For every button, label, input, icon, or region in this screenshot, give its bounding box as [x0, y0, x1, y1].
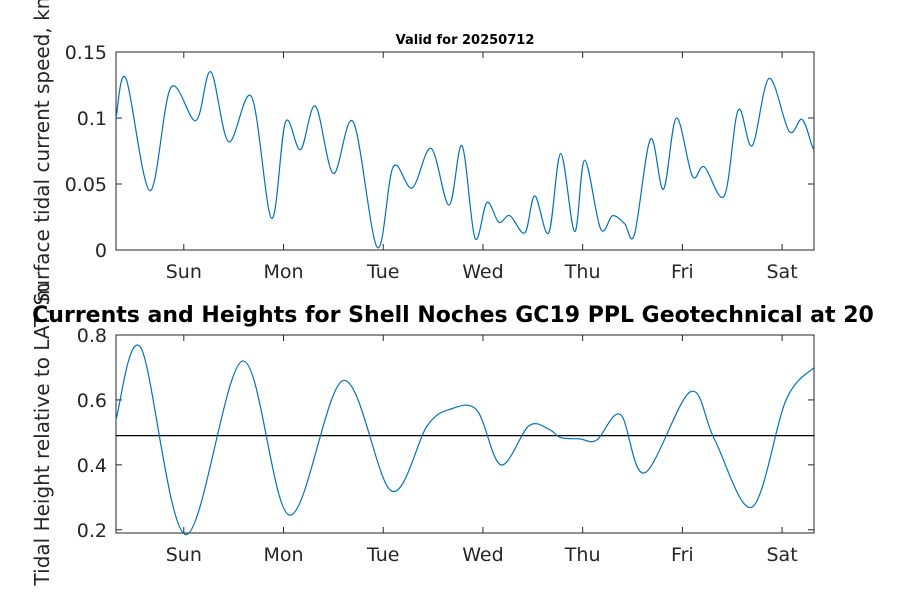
bottom-x-tick-label: Fri: [671, 544, 694, 566]
top-x-tick-label: Tue: [366, 261, 399, 283]
bottom-y-ticks: 0.2 0.4 0.6 0.8: [77, 325, 814, 542]
top-series-line: [115, 71, 815, 248]
bottom-series-line: [115, 344, 815, 536]
top-y-ticks: 0 0.05 0.1 0.15: [65, 42, 814, 262]
bottom-y-tick-label: 0.2: [77, 520, 107, 542]
top-y-tick-label: 0.1: [77, 108, 107, 130]
top-y-tick-label: 0: [95, 240, 107, 262]
bottom-axes-box: [115, 334, 815, 534]
top-x-tick-label: Thu: [564, 261, 601, 283]
bottom-chart-title: Currents and Heights for Shell Noches GC…: [32, 303, 874, 328]
bottom-x-tick-label: Mon: [263, 544, 303, 566]
top-y-tick-label: 0.15: [65, 42, 107, 64]
top-x-tick-label: Wed: [462, 261, 503, 283]
top-x-tick-label: Sat: [767, 261, 798, 283]
top-y-tick-label: 0.05: [65, 174, 107, 196]
bottom-y-axis-label: Tidal Height relative to LAT, m: [30, 283, 54, 587]
top-x-tick-label: Sun: [166, 261, 202, 283]
bottom-x-ticks: Sun Mon Tue Wed Thu Fri Sat: [166, 335, 798, 566]
bottom-x-tick-label: Thu: [564, 544, 601, 566]
bottom-panel: 0.2 0.4 0.6 0.8 Sun Mon Tue Wed Thu Fri Sat Tidal…: [30, 283, 874, 587]
top-y-axis-label: Surface tidal current speed, kn: [30, 0, 54, 305]
top-chart-title: Valid for 20250712: [396, 33, 535, 48]
bottom-y-tick-label: 0.8: [77, 325, 107, 347]
bottom-x-tick-label: Sun: [166, 544, 202, 566]
bottom-x-tick-label: Wed: [462, 544, 503, 566]
bottom-x-tick-label: Tue: [366, 544, 399, 566]
top-x-tick-label: Fri: [671, 261, 694, 283]
top-x-tick-label: Mon: [263, 261, 303, 283]
bottom-y-tick-label: 0.6: [77, 390, 107, 412]
top-panel: Valid for 20250712 0 0.05 0.1 0.15 Sun Mon Tu…: [30, 0, 815, 305]
top-axes-box: [115, 51, 815, 251]
bottom-x-tick-label: Sat: [767, 544, 798, 566]
top-x-ticks: Sun Mon Tue Wed Thu Fri Sat: [166, 52, 798, 283]
bottom-y-tick-label: 0.4: [77, 455, 107, 477]
